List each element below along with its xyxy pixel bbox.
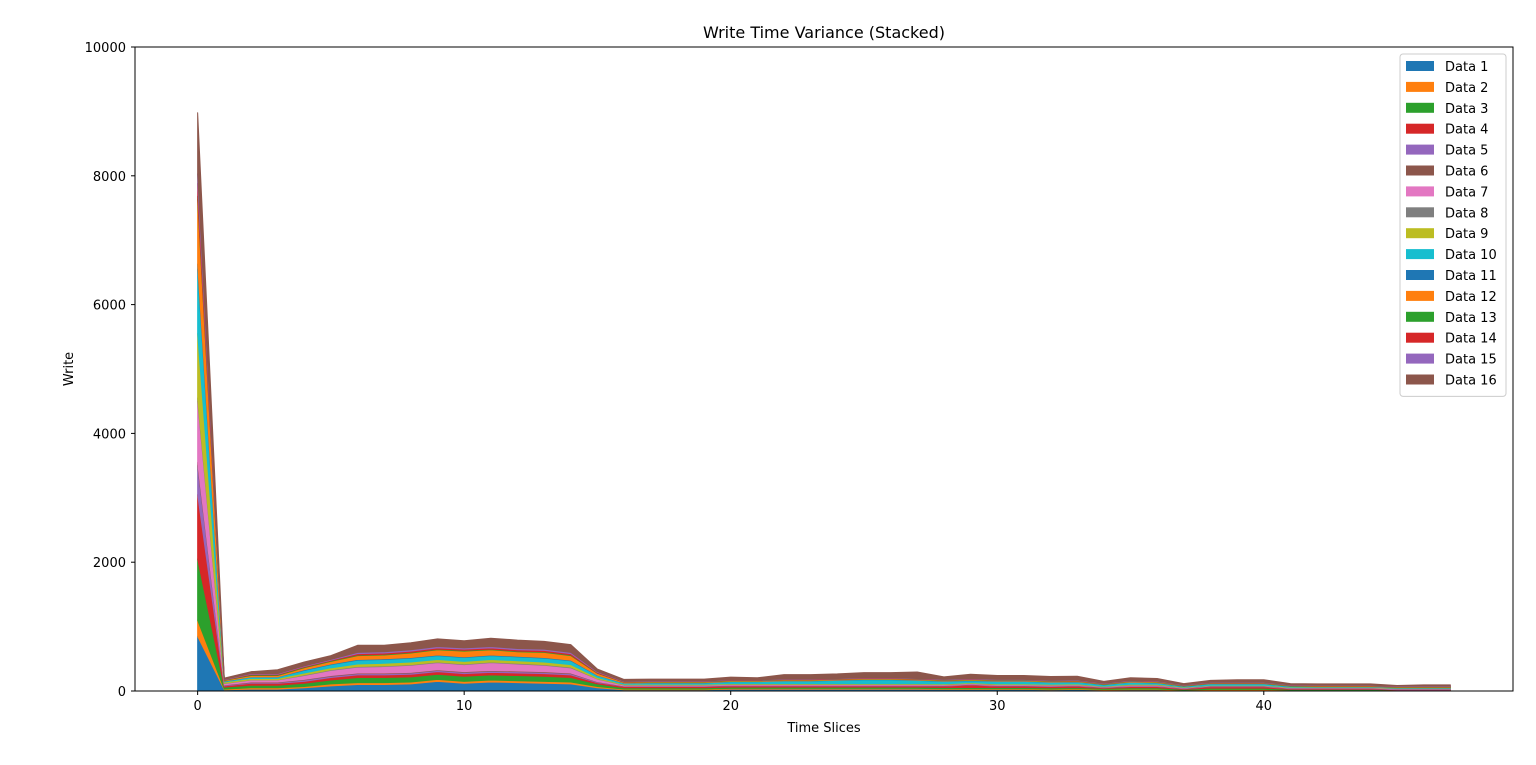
- legend-swatch: [1406, 207, 1434, 218]
- legend-label: Data 1: [1445, 60, 1488, 75]
- legend-swatch: [1406, 290, 1434, 301]
- y-axis-ticks: 0 2000 4000 6000 8000 10000: [85, 41, 135, 700]
- y-tick-label: 6000: [93, 299, 126, 314]
- legend-swatch: [1406, 102, 1434, 113]
- legend-label: Data 10: [1445, 248, 1497, 263]
- y-tick-label: 2000: [93, 556, 126, 571]
- y-tick-label: 4000: [93, 427, 126, 442]
- legend-swatch: [1406, 81, 1434, 92]
- legend-label: Data 6: [1445, 165, 1488, 180]
- area-series-16: [197, 112, 1451, 687]
- y-tick-label: 0: [118, 685, 126, 700]
- legend-label: Data 14: [1445, 332, 1497, 347]
- legend-swatch: [1406, 228, 1434, 239]
- legend-swatch: [1406, 186, 1434, 197]
- legend-label: Data 13: [1445, 311, 1497, 326]
- y-tick-label: 10000: [85, 41, 126, 56]
- legend-swatch: [1406, 249, 1434, 260]
- plot-frame: [134, 46, 1514, 692]
- x-tick-label: 0: [193, 699, 201, 714]
- legend-box: [1399, 53, 1507, 397]
- legend-label: Data 3: [1445, 102, 1488, 117]
- x-tick-label: 10: [456, 699, 473, 714]
- legend-label: Data 15: [1445, 353, 1497, 368]
- legend-swatch: [1406, 353, 1434, 364]
- legend-label: Data 9: [1445, 227, 1488, 242]
- legend: Data 1 Data 2 Data 3 Data 4 Data 5 Data 6 Data…: [1399, 53, 1507, 397]
- x-axis-label: Time Slices: [786, 721, 861, 736]
- x-tick-label: 30: [989, 699, 1006, 714]
- legend-swatch: [1406, 144, 1434, 155]
- legend-label: Data 12: [1445, 290, 1497, 305]
- legend-swatch: [1406, 61, 1434, 71]
- x-tick-label: 20: [722, 699, 739, 714]
- legend-swatch: [1406, 332, 1434, 343]
- x-axis-ticks: 0 10 20 30 40: [193, 691, 1272, 714]
- legend-label: Data 4: [1445, 123, 1488, 138]
- legend-label: Data 2: [1445, 81, 1488, 96]
- legend-label: Data 16: [1445, 374, 1497, 389]
- legend-label: Data 8: [1445, 206, 1488, 221]
- legend-swatch: [1406, 374, 1434, 385]
- legend-label: Data 11: [1445, 269, 1497, 284]
- legend-swatch: [1406, 165, 1434, 176]
- legend-label: Data 7: [1445, 185, 1488, 200]
- legend-label: Data 5: [1445, 144, 1488, 159]
- chart-title: Write Time Variance (Stacked): [703, 23, 945, 42]
- legend-swatch: [1406, 311, 1434, 322]
- area-series-group: [197, 112, 1451, 692]
- y-tick-label: 8000: [93, 170, 126, 185]
- legend-swatch: [1406, 270, 1434, 280]
- y-axis-label: Write: [62, 352, 77, 386]
- legend-swatch: [1406, 123, 1434, 134]
- x-tick-label: 40: [1256, 699, 1273, 714]
